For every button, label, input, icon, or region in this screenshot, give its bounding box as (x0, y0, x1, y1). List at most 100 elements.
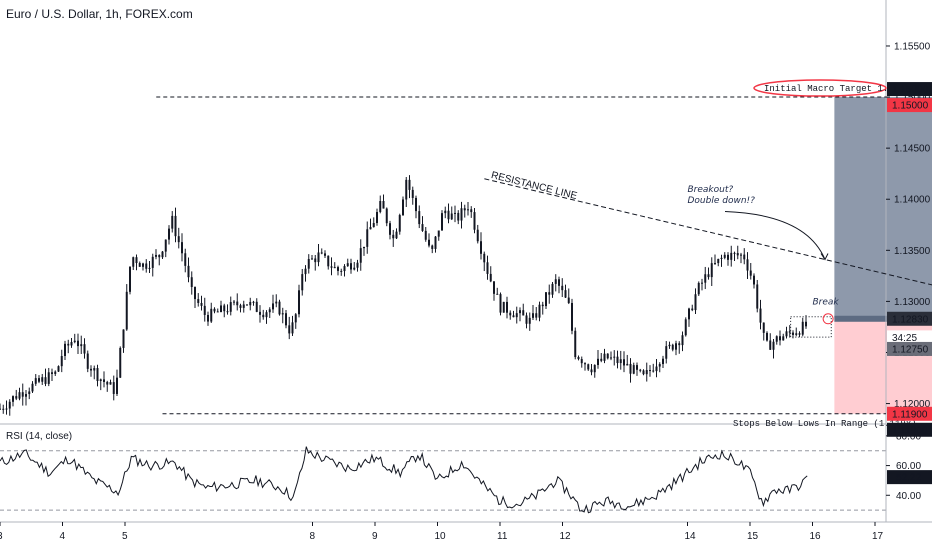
candle-body (564, 290, 567, 298)
candle-body (70, 342, 73, 346)
time-tick-label: 11 (497, 531, 508, 542)
candle (229, 296, 232, 316)
time-tick-label: 9 (372, 531, 378, 542)
candle-body (28, 391, 31, 395)
candle (12, 395, 14, 407)
candle (431, 244, 434, 254)
candle-body (148, 267, 151, 269)
candle-body (181, 242, 183, 254)
candle-body (298, 290, 300, 315)
candle-body (268, 309, 271, 313)
candle (600, 352, 603, 363)
candle (174, 207, 177, 243)
candle-body (473, 212, 476, 230)
candle (262, 309, 265, 320)
candle-body (476, 229, 479, 242)
candle (408, 175, 411, 199)
candle-body (216, 311, 219, 313)
candle-body (171, 215, 174, 229)
candle (402, 196, 404, 216)
candle (785, 326, 788, 339)
candle-body (340, 270, 343, 272)
candle (382, 194, 385, 209)
candle-body (509, 312, 512, 316)
candle-body (678, 343, 681, 346)
candle (470, 206, 473, 218)
candle (740, 252, 742, 264)
candle-body (60, 356, 63, 367)
candle-body (320, 252, 323, 254)
candle-body (707, 274, 710, 278)
candle (564, 284, 567, 298)
candle (168, 225, 170, 245)
candle (0, 403, 1, 410)
candle-body (756, 284, 759, 309)
candle-body (645, 370, 648, 375)
candle (210, 302, 213, 323)
rsi-last-value-box (887, 470, 932, 485)
candle (73, 333, 76, 344)
candle-body (424, 230, 427, 240)
rsi-pane[interactable]: RSI (14, close) (0, 431, 886, 514)
candle (805, 315, 807, 329)
candle-body (486, 262, 489, 274)
candle-body (353, 267, 356, 270)
candle (532, 305, 534, 320)
candle (515, 306, 518, 324)
candle (717, 258, 720, 267)
price-label-text: 1.15000 (892, 101, 929, 112)
candle-body (272, 303, 274, 310)
candle (688, 307, 690, 327)
candle-body (324, 253, 326, 256)
candle-body (447, 210, 450, 220)
candle (116, 369, 118, 397)
break-marker (822, 313, 834, 325)
candle (376, 208, 378, 226)
candle-body (327, 255, 330, 267)
candle-body (239, 305, 242, 308)
candle (236, 293, 239, 311)
candle (54, 370, 57, 377)
candle (21, 383, 24, 406)
candle-body (151, 256, 154, 268)
candle (122, 329, 125, 353)
price-pane[interactable] (0, 97, 932, 425)
candle-body (801, 321, 804, 335)
candle-body (356, 262, 359, 268)
time-tick-label: 15 (747, 531, 759, 542)
candle-body (450, 213, 453, 220)
candle (148, 260, 151, 273)
time-tick-label: 17 (872, 531, 884, 542)
candle-body (343, 266, 346, 272)
candle-body (502, 301, 505, 313)
candle-body (762, 322, 765, 333)
candle (275, 294, 278, 308)
candle (743, 248, 746, 265)
time-tick-label: 10 (435, 531, 447, 542)
candle-body (350, 263, 352, 270)
time-tick-label: 14 (685, 531, 697, 542)
price-label-box (887, 406, 932, 421)
candle-body (145, 263, 148, 269)
candle (207, 311, 209, 326)
rsi-tick-label: 80.00 (896, 431, 921, 442)
candle-body (223, 305, 226, 312)
candle (314, 255, 317, 271)
candle (613, 350, 616, 366)
candle-body (15, 396, 18, 399)
price-label-text: 1.15000 (892, 85, 929, 96)
candle (395, 228, 398, 240)
candle (203, 297, 206, 322)
candle-body (613, 356, 616, 358)
candle-body (346, 263, 349, 267)
candle (246, 304, 248, 306)
candle-body (714, 263, 716, 265)
candle (64, 340, 66, 361)
time-axis[interactable]: 345891011121415161718192021 (0, 521, 932, 542)
candle-body (619, 359, 622, 364)
candle (337, 265, 339, 276)
breakout-arrowhead (820, 253, 829, 261)
candle (47, 367, 50, 387)
candle (509, 310, 512, 320)
